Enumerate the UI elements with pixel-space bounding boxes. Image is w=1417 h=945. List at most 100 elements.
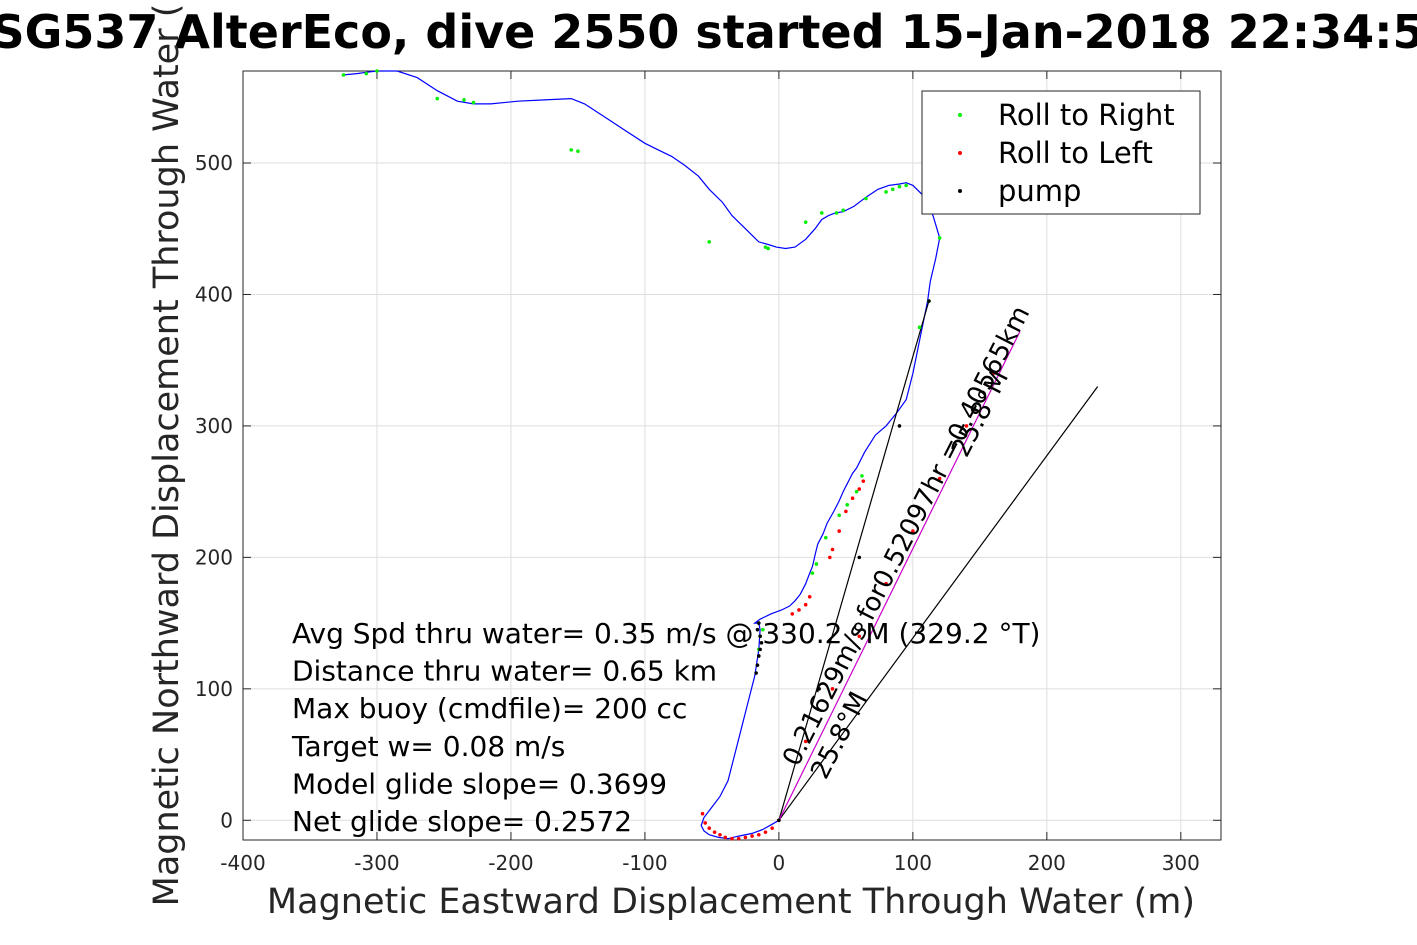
pump-point <box>857 555 862 560</box>
roll-to-right-point <box>707 240 712 244</box>
roll-to-left-point <box>837 529 841 533</box>
ticks: -400 -300 -200 -100 0 100 200 300 0 100 200 300 400 5… <box>195 71 1221 875</box>
annotation-text: Target w= 0.08 m/s <box>291 730 565 763</box>
annotation-text: Avg Spd thru water= 0.35 m/s @ 330.2 °M … <box>292 617 1040 650</box>
x-tick-label: 300 <box>1162 851 1200 875</box>
roll-to-left-point <box>857 634 862 639</box>
x-tick-label: 0 <box>773 851 786 875</box>
roll-to-right-point <box>834 211 839 215</box>
pump-point <box>777 818 781 823</box>
roll-to-left-point <box>861 479 866 483</box>
roll-to-right-point <box>761 627 765 632</box>
legend-marker <box>958 189 962 193</box>
x-tick-label: -400 <box>220 851 265 875</box>
roll-to-left-point <box>756 832 761 837</box>
roll-to-left-point <box>763 830 768 834</box>
y-tick-label: 200 <box>195 545 233 569</box>
annotation-text: Net glide slope= 0.2572 <box>292 805 632 838</box>
legend: Roll to Right Roll to Left pump <box>921 90 1201 215</box>
roll-to-right-point <box>375 69 379 73</box>
x-axis-label: Magnetic Eastward Displacement Through W… <box>267 882 1195 922</box>
roll-to-right-point <box>917 325 922 330</box>
roll-to-right-point <box>904 183 908 188</box>
pump-point <box>754 671 758 675</box>
pump-point <box>759 641 764 645</box>
roll-to-right-point <box>837 513 841 518</box>
roll-to-right-point <box>845 502 850 507</box>
roll-to-left-point <box>750 834 754 838</box>
legend-entry-label: pump <box>998 174 1081 208</box>
roll-to-left-point <box>911 529 915 533</box>
roll-to-right-point <box>435 96 440 101</box>
roll-to-right-point <box>803 220 808 224</box>
x-tick-label: -100 <box>622 851 667 875</box>
legend-marker <box>958 151 962 155</box>
roll-to-right-point <box>890 187 895 192</box>
pump-point <box>927 299 931 303</box>
x-tick-label: 100 <box>894 851 932 875</box>
pump-point <box>756 621 761 625</box>
pump-point <box>756 654 761 658</box>
roll-to-right-point <box>814 562 819 566</box>
roll-to-right-point <box>937 236 942 240</box>
pump-point <box>755 627 760 632</box>
roll-to-right-point <box>884 190 888 194</box>
pump-point <box>897 424 902 428</box>
roll-to-right-point <box>569 148 574 152</box>
heading-line-line <box>778 300 930 821</box>
pump-point <box>758 634 762 639</box>
roll-to-left-point <box>707 826 712 830</box>
roll-to-right-point <box>810 571 815 575</box>
legend-entry-label: Roll to Right <box>998 98 1175 132</box>
rotated-labels: 0.21629m/s for0.52097hr =0.40565km25.8°M… <box>777 301 1036 784</box>
annotations: Avg Spd thru water= 0.35 m/s @ 330.2 °M … <box>291 617 1040 838</box>
roll-to-left-point <box>723 835 728 840</box>
roll-to-right-point <box>854 489 859 494</box>
roll-to-right-point <box>766 246 770 251</box>
roll-to-right-point <box>860 474 864 478</box>
roll-to-left-point <box>803 602 808 607</box>
roll-to-left-point <box>807 595 812 599</box>
roll-to-right-point <box>471 100 476 105</box>
roll-to-left-point <box>712 830 717 834</box>
roll-to-right-point <box>864 196 868 201</box>
pump-point <box>817 687 821 691</box>
roll-to-left-point <box>830 547 835 552</box>
legend-entry-label: Roll to Left <box>998 136 1153 170</box>
roll-to-right-point <box>462 98 466 102</box>
pump-point <box>758 647 762 652</box>
annotation-text: Model glide slope= 0.3699 <box>292 767 667 800</box>
roll-to-left-point <box>730 836 734 841</box>
x-tick-label: -300 <box>354 851 399 875</box>
roll-to-left-point <box>770 826 774 830</box>
roll-to-left-point <box>850 496 855 501</box>
roll-to-left-point <box>736 836 741 841</box>
y-tick-label: 100 <box>195 677 233 701</box>
roll-to-right-point <box>341 73 346 77</box>
roll-to-left-point <box>991 371 996 376</box>
roll-to-right-point <box>841 208 845 213</box>
roll-to-left-point <box>830 687 835 691</box>
roll-to-left-point <box>743 835 748 840</box>
heading-line-line <box>778 386 1099 821</box>
roll-to-left-point <box>797 608 801 612</box>
roll-to-right-point <box>576 149 580 153</box>
pump-point <box>755 663 760 667</box>
roll-to-right-point <box>763 245 768 249</box>
roll-to-left-point <box>703 821 708 825</box>
y-tick-label: 300 <box>195 414 233 438</box>
x-tick-label: 200 <box>1028 851 1066 875</box>
legend-box <box>921 90 1201 215</box>
annotation-text: Max buoy (cmdfile)= 200 cc <box>292 692 687 725</box>
roll-to-left-point <box>718 832 722 837</box>
y-tick-label: 500 <box>195 151 233 175</box>
roll-to-right-point <box>364 71 369 76</box>
chart-title: SG537 AlterEco, dive 2550 started 15-Jan… <box>0 5 1417 59</box>
roll-to-left-point <box>884 581 888 586</box>
roll-to-left-point <box>937 476 942 481</box>
roll-to-left-point <box>700 811 705 816</box>
legend-marker <box>958 113 962 117</box>
roll-to-right-point <box>823 535 828 540</box>
